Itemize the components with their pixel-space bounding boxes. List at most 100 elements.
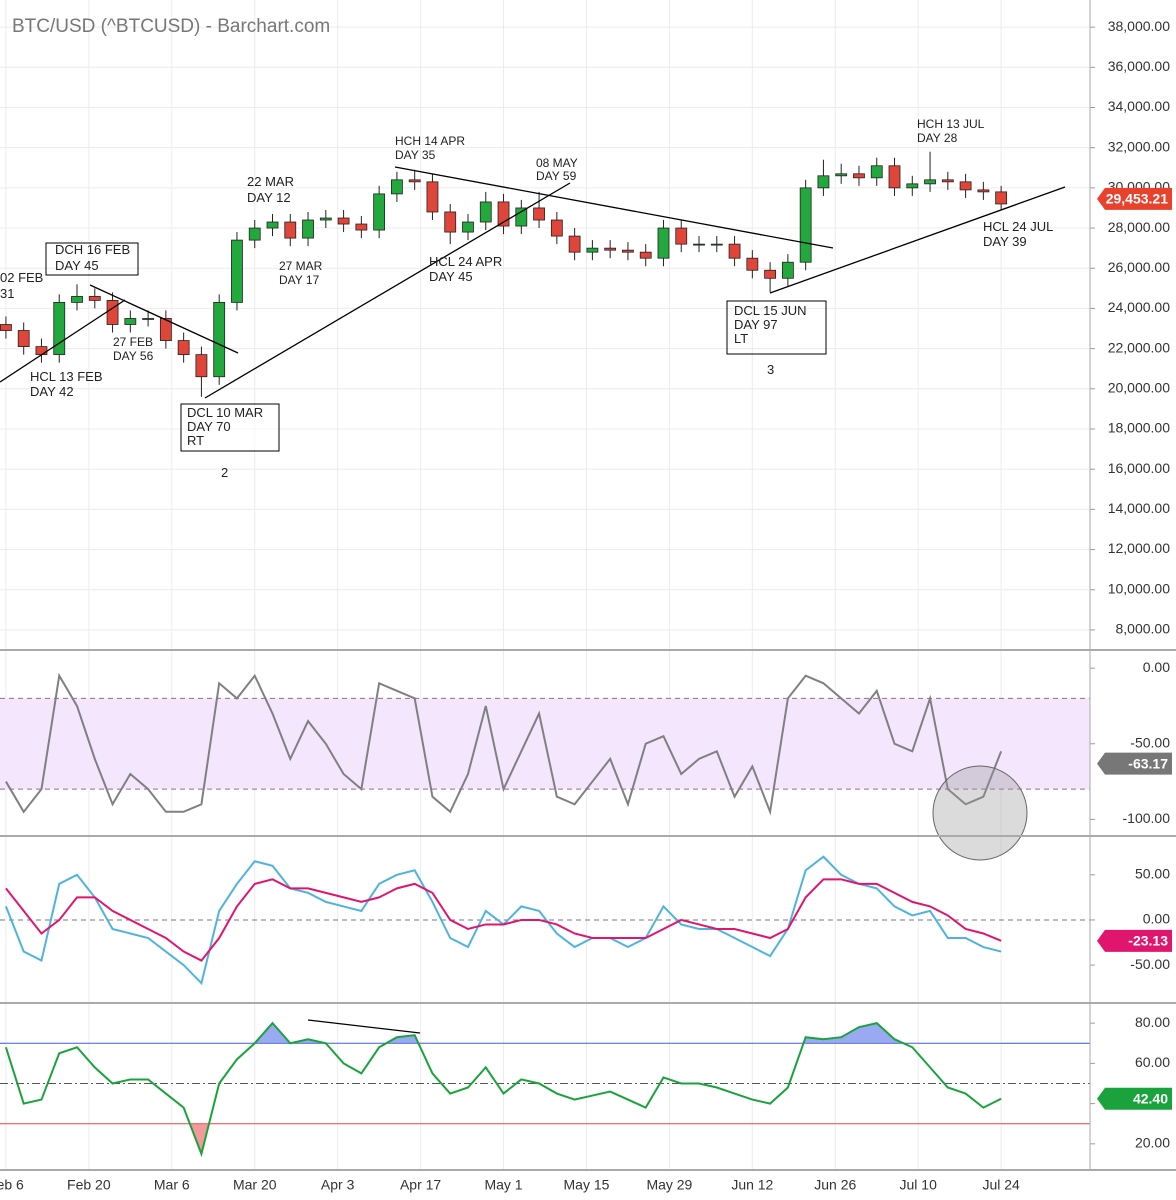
- annotation: 2: [221, 465, 228, 480]
- annotation: RT: [187, 433, 204, 448]
- last-value-label: 42.40: [1133, 1090, 1168, 1106]
- candle-body: [266, 221, 279, 229]
- last-value-badge: [1097, 929, 1172, 952]
- annotation: DAY 28: [917, 131, 958, 145]
- annotation-box: [45, 242, 139, 276]
- annotation: HCL 13 FEB: [30, 369, 103, 384]
- threshold-fill: [189, 1123, 210, 1154]
- chart-title: BTC/USD (^BTCUSD) - Barchart.com: [12, 16, 330, 37]
- candle-body: [426, 181, 439, 213]
- candle-body: [195, 354, 208, 378]
- candle-body: [302, 219, 314, 239]
- annotation: HCL 24 APR: [429, 254, 502, 269]
- candle-body: [408, 179, 421, 183]
- y-tick-label: 22,000.00: [1108, 339, 1170, 355]
- candle-body: [622, 249, 634, 253]
- candle-body: [853, 173, 865, 179]
- candle-body: [639, 251, 652, 259]
- candle-body: [355, 223, 368, 231]
- plot-area: [0, 151, 1008, 1158]
- y-tick-label: 32,000.00: [1108, 138, 1170, 154]
- y-tick-label: 26,000.00: [1108, 259, 1170, 275]
- y-tick-label: 38,000.00: [1108, 18, 1170, 34]
- indicator-line: [4, 1021, 1002, 1158]
- candle-body: [35, 346, 48, 356]
- x-tick-label: May 1: [484, 1177, 522, 1193]
- annotation: DAY 70: [187, 419, 231, 434]
- candle-body: [142, 318, 154, 320]
- candle-body: [568, 235, 581, 253]
- annotation: DAY 59: [536, 169, 577, 183]
- candle-body: [71, 295, 83, 303]
- candle-body: [159, 318, 172, 341]
- trend-line: [769, 186, 1066, 294]
- y-tick-label: -100.00: [1123, 810, 1171, 826]
- annotation: 08 MAY: [536, 156, 578, 170]
- indicator-line: [5, 672, 1003, 816]
- annotation: DCL 15 JUN: [734, 303, 806, 318]
- last-value-label: -63.17: [1128, 755, 1168, 771]
- candle-body: [88, 295, 101, 301]
- annotation-box: [180, 403, 280, 452]
- y-tick-label: 50.00: [1135, 866, 1170, 882]
- y-tick-label: 8,000.00: [1116, 621, 1171, 637]
- x-tick-label: Apr 3: [321, 1177, 355, 1193]
- x-tick-label: Mar 6: [154, 1177, 190, 1193]
- annotation: 3: [767, 362, 774, 377]
- candle-body: [391, 179, 403, 195]
- annotation: HCH 13 JUL: [917, 117, 985, 131]
- candle-body: [604, 247, 617, 251]
- y-tick-label: 34,000.00: [1108, 98, 1170, 114]
- candle-body: [835, 173, 848, 177]
- annotation: DAY 17: [279, 273, 320, 287]
- y-tick-label: 10,000.00: [1108, 580, 1170, 596]
- y-tick-label: 20,000.00: [1108, 379, 1170, 395]
- y-tick-label: 36,000.00: [1108, 58, 1170, 74]
- candle-body: [284, 221, 297, 239]
- candle-body: [213, 301, 226, 378]
- y-tick-label: 0.00: [1143, 911, 1170, 927]
- candle-body: [817, 175, 830, 189]
- y-tick-label: 20.00: [1135, 1135, 1170, 1151]
- annotation: DAY 35: [395, 148, 436, 162]
- x-tick-label: Jun 26: [814, 1177, 856, 1193]
- candle-body: [550, 219, 563, 237]
- candle-body: [53, 301, 66, 356]
- x-tick-label: Jul 10: [900, 1177, 938, 1193]
- candle-body: [106, 299, 119, 325]
- candle-body: [248, 227, 261, 241]
- annotation: DAY 42: [30, 384, 74, 399]
- y-tick-label: 24,000.00: [1108, 299, 1170, 315]
- candle-body: [497, 201, 510, 227]
- annotation: LT: [734, 331, 748, 346]
- x-tick-label: Feb 20: [67, 1177, 111, 1193]
- annotation: HCH 14 APR: [395, 134, 465, 148]
- candle-body: [319, 217, 332, 221]
- y-tick-label: 18,000.00: [1108, 420, 1170, 436]
- annotation: 27 MAR: [279, 259, 323, 273]
- divergence-line: [307, 1019, 421, 1034]
- y-tick-label: 28,000.00: [1108, 219, 1170, 235]
- x-tick-label: Jun 12: [731, 1177, 773, 1193]
- candle-body: [906, 183, 919, 189]
- indicator-line: [5, 878, 1002, 962]
- annotation: HCL 24 JUL: [983, 219, 1053, 234]
- candle-body: [0, 324, 12, 331]
- candle-body: [515, 207, 528, 227]
- y-tick-label: 16,000.00: [1108, 460, 1170, 476]
- annotation: DCH 16 FEB: [55, 242, 130, 257]
- last-value-badge: [1097, 187, 1172, 210]
- candle-body: [995, 191, 1008, 205]
- annotation: 02 FEB: [0, 270, 43, 285]
- y-tick-label: -50.00: [1130, 734, 1170, 750]
- candle-body: [337, 217, 350, 225]
- trend-line: [204, 182, 571, 399]
- x-tick-label: Jul 24: [982, 1177, 1020, 1193]
- candle-body: [17, 330, 30, 347]
- annotation: DAY 39: [983, 234, 1027, 249]
- annotation: DAY 45: [55, 258, 99, 273]
- trend-line: [0, 299, 126, 383]
- y-tick-label: 14,000.00: [1108, 500, 1170, 516]
